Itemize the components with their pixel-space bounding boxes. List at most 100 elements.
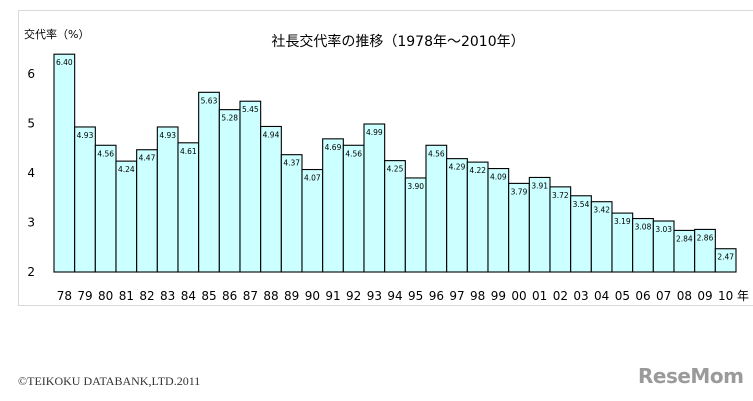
- x-tick-label: 96: [429, 289, 444, 303]
- bar-80: [94, 144, 117, 273]
- copyright-text: ©TEIKOKU DATABANK,LTD.2011: [18, 374, 201, 388]
- x-tick-label: 09: [697, 289, 712, 303]
- bar-value-label: 5.28: [221, 114, 238, 123]
- bar-value-label: 3.19: [614, 217, 631, 226]
- bar-value-label: 2.47: [717, 253, 734, 262]
- x-tick-label: 01: [532, 289, 547, 303]
- bar-value-label: 6.40: [56, 58, 73, 67]
- bar-value-label: 4.94: [263, 130, 280, 139]
- bar-78: [53, 53, 76, 273]
- bar-value-label: 4.93: [159, 131, 176, 140]
- x-tick-label: 89: [284, 289, 299, 303]
- x-tick-label: 90: [305, 289, 320, 303]
- x-tick-label: 85: [201, 289, 216, 303]
- bar-value-label: 3.79: [511, 187, 528, 196]
- bar-value-label: 4.69: [325, 143, 342, 152]
- x-tick-label: 79: [77, 289, 92, 303]
- bar-81: [115, 160, 138, 273]
- bar-00: [508, 182, 530, 273]
- bar-97: [446, 158, 468, 273]
- x-tick-label: 02: [553, 289, 568, 303]
- y-tick-label: 2: [27, 265, 35, 279]
- bar-value-label: 4.56: [97, 149, 114, 158]
- bar-95: [404, 177, 427, 273]
- bar-96: [425, 144, 448, 273]
- y-axis-label: 交代率（%）: [24, 27, 89, 41]
- bar-86: [218, 109, 241, 273]
- bar-99: [487, 167, 510, 273]
- y-tick-label: 5: [27, 117, 35, 131]
- bar-value-label: 2.84: [676, 234, 693, 243]
- bar-value-label: 4.61: [180, 147, 197, 156]
- x-tick-label: 98: [470, 289, 485, 303]
- bar-value-label: 4.47: [139, 154, 156, 163]
- x-tick-label: 87: [243, 289, 258, 303]
- y-tick-label: 6: [27, 67, 35, 81]
- x-tick-label: 97: [449, 289, 464, 303]
- x-tick-label: 80: [98, 289, 113, 303]
- bar-92: [342, 144, 365, 273]
- x-axis-label: 年: [737, 289, 749, 303]
- x-tick-label: 95: [408, 289, 423, 303]
- resemom-logo: ReseMom: [638, 364, 744, 388]
- bar-87: [239, 100, 262, 273]
- bar-98: [466, 161, 489, 273]
- bar-85: [198, 91, 220, 273]
- chart-frame: [18, 10, 753, 306]
- x-tick-label: 93: [367, 289, 382, 303]
- logo-text: ReseMom: [638, 364, 744, 388]
- bar-value-label: 3.54: [573, 200, 590, 209]
- bar-value-label: 4.24: [118, 165, 135, 174]
- bar-93: [363, 123, 386, 273]
- bar-value-label: 4.22: [469, 166, 486, 175]
- x-tick-label: 08: [677, 289, 692, 303]
- bar-94: [384, 160, 406, 273]
- bar-88: [260, 125, 282, 273]
- bar-value-label: 5.63: [201, 96, 218, 105]
- x-tick-label: 07: [656, 289, 671, 303]
- bar-value-label: 4.25: [387, 165, 404, 174]
- x-tick-label: 06: [635, 289, 650, 303]
- x-tick-label: 04: [594, 289, 609, 303]
- x-tick-label: 99: [491, 289, 506, 303]
- bar-84: [177, 142, 200, 273]
- bar-79: [74, 126, 96, 273]
- bar-89: [280, 154, 303, 273]
- x-tick-label: 91: [325, 289, 340, 303]
- x-tick-label: 78: [57, 289, 72, 303]
- bar-value-label: 3.42: [593, 206, 610, 215]
- bar-value-label: 4.99: [366, 128, 383, 137]
- bar-value-label: 5.45: [242, 105, 259, 114]
- bar-01: [528, 176, 551, 273]
- bar-value-label: 4.07: [304, 174, 321, 183]
- bar-value-label: 3.03: [655, 225, 672, 234]
- bar-value-label: 3.90: [407, 182, 424, 191]
- chart-title: 社長交代率の推移（1978年〜2010年）: [271, 33, 524, 50]
- x-tick-label: 94: [387, 289, 402, 303]
- x-tick-label: 92: [346, 289, 361, 303]
- bar-91: [322, 138, 344, 273]
- y-tick-label: 3: [27, 216, 35, 230]
- bar-90: [301, 168, 324, 273]
- bar-value-label: 4.37: [283, 159, 300, 168]
- bar-chart: 社長交代率の推移（1978年〜2010年） 交代率（%） 2 3 4 5 6 6.40 4…: [24, 27, 749, 303]
- x-tick-label: 88: [263, 289, 278, 303]
- bar-value-label: 4.29: [449, 163, 466, 172]
- x-tick-label: 00: [511, 289, 526, 303]
- x-tick-label: 84: [181, 289, 196, 303]
- x-tick-label: 81: [119, 289, 134, 303]
- bar-value-label: 4.56: [428, 149, 445, 158]
- x-tick-label: 03: [573, 289, 588, 303]
- bar-83: [156, 126, 179, 273]
- x-tick-label: 10: [718, 289, 733, 303]
- bar-value-label: 4.93: [77, 131, 94, 140]
- bar-value-label: 2.86: [697, 233, 714, 242]
- bar-value-label: 4.09: [490, 173, 507, 182]
- y-tick-label: 4: [27, 166, 35, 180]
- bar-value-label: 3.91: [531, 181, 548, 190]
- x-tick-label: 83: [160, 289, 175, 303]
- x-tick-label: 05: [615, 289, 630, 303]
- bar-10: [714, 248, 737, 273]
- bar-value-label: 4.56: [345, 149, 362, 158]
- x-tick-label: 82: [139, 289, 154, 303]
